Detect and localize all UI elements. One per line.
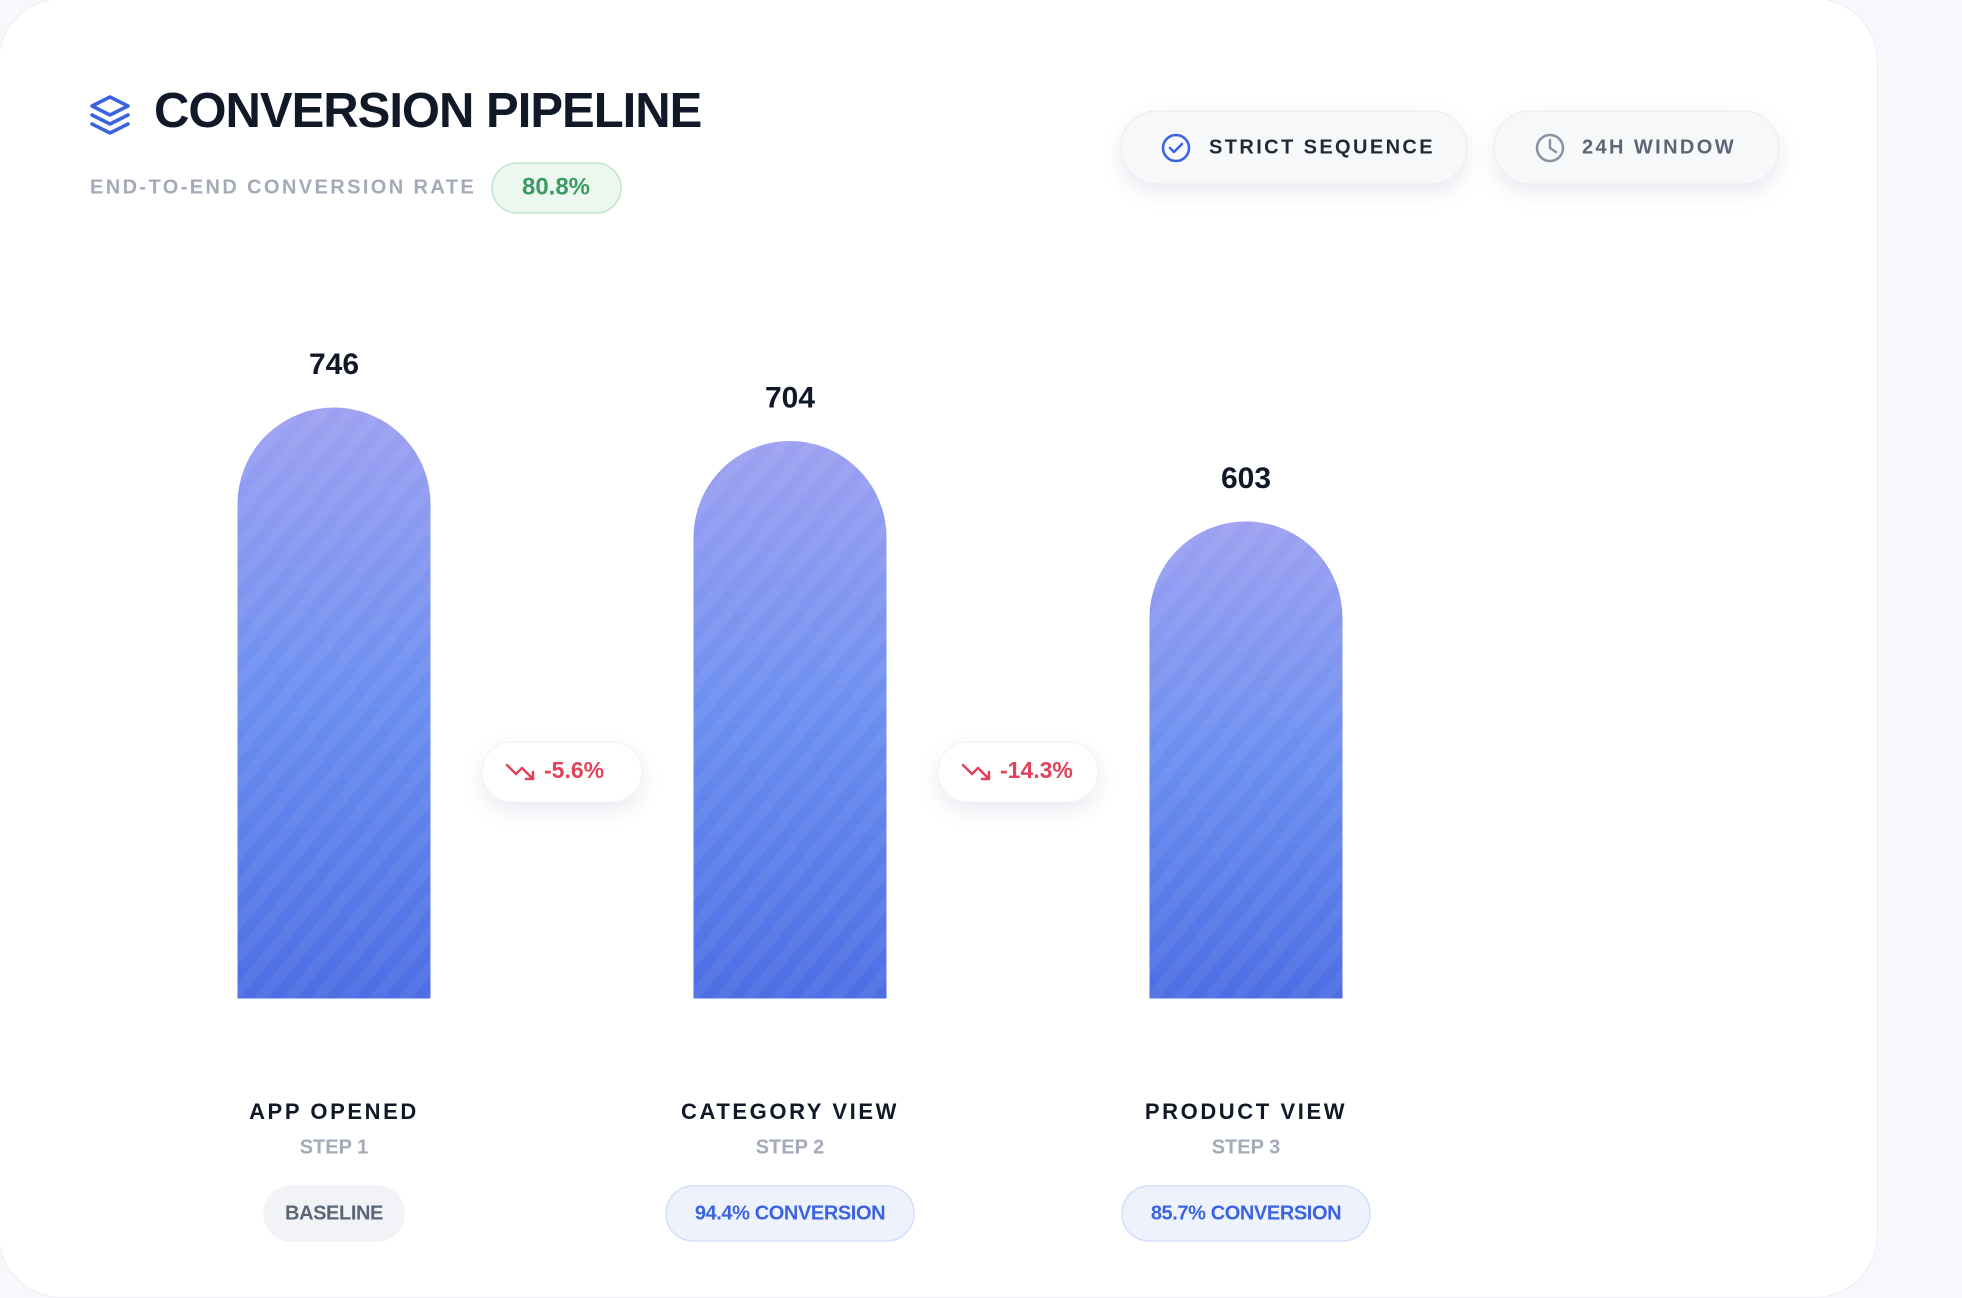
badge[interactable] xyxy=(1493,110,1780,185)
step-label: STEP 2 xyxy=(756,1136,825,1158)
bar-texture xyxy=(1148,519,1344,1000)
bar-texture xyxy=(692,439,888,1000)
title-icon xyxy=(90,95,130,135)
bar-texture xyxy=(236,406,432,1000)
conversion-label: BASELINE xyxy=(285,1202,383,1224)
conversion-label: 94.4% CONVERSION xyxy=(695,1202,885,1224)
category-label: APP OPENED xyxy=(249,1099,419,1124)
step-label: STEP 1 xyxy=(300,1136,369,1158)
page: {"chart_data": { "type": "bar", "title":… xyxy=(0,0,1878,1298)
conversion-pill xyxy=(263,1185,405,1242)
badge[interactable] xyxy=(1120,110,1468,185)
badge-label: STRICT SEQUENCE xyxy=(1209,136,1435,158)
step-label: STEP 3 xyxy=(1212,1136,1281,1158)
drop-label: -5.6% xyxy=(544,757,604,783)
badge-label: 24H WINDOW xyxy=(1582,136,1736,158)
chart-title: CONVERSION PIPELINE xyxy=(154,84,701,138)
drop-label: -14.3% xyxy=(1000,757,1073,783)
rate-label: END-TO-END CONVERSION RATE xyxy=(90,176,476,198)
trend-down-icon xyxy=(961,763,991,781)
drop-pill xyxy=(937,741,1099,803)
value-label: 746 xyxy=(309,348,359,381)
rate-value: 80.8% xyxy=(522,173,590,200)
rate-pill xyxy=(491,162,622,214)
category-label: CATEGORY VIEW xyxy=(681,1099,899,1124)
conversion-label: 85.7% CONVERSION xyxy=(1151,1202,1341,1224)
conversion-pill xyxy=(1121,1185,1371,1242)
category-label: PRODUCT VIEW xyxy=(1145,1099,1347,1124)
chart: CONVERSION PIPELINE END-TO-END CONVERSIO… xyxy=(90,84,1780,1242)
check-icon xyxy=(1161,133,1191,163)
clock-icon xyxy=(1535,133,1565,163)
trend-down-icon xyxy=(505,763,535,781)
value-label: 704 xyxy=(765,381,815,414)
drop-pill xyxy=(481,741,643,803)
value-label: 603 xyxy=(1221,462,1271,495)
conversion-pill xyxy=(665,1185,915,1242)
